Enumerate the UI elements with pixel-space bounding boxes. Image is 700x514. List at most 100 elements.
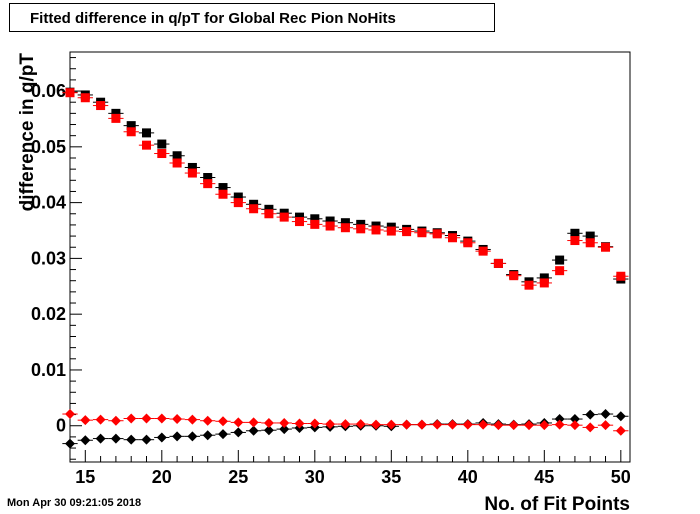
point-diamond xyxy=(309,418,320,429)
data-point xyxy=(261,209,277,219)
point-square xyxy=(142,128,152,138)
data-point xyxy=(567,420,583,431)
point-square xyxy=(601,242,611,252)
point-diamond xyxy=(202,430,213,441)
point-square xyxy=(310,214,320,224)
data-point xyxy=(383,419,399,430)
data-point xyxy=(215,416,231,427)
data-point xyxy=(460,238,476,248)
point-diamond xyxy=(126,434,137,445)
data-point xyxy=(154,139,170,149)
point-diamond xyxy=(279,417,290,428)
data-point xyxy=(414,419,430,430)
point-square xyxy=(585,238,595,248)
data-point xyxy=(245,417,262,428)
data-point xyxy=(506,271,522,281)
data-point xyxy=(184,168,201,178)
data-point xyxy=(245,425,262,436)
data-point xyxy=(597,420,614,431)
point-square xyxy=(356,224,366,234)
point-square xyxy=(340,218,350,228)
y-tick-label: 0.05 xyxy=(31,137,66,157)
point-square xyxy=(172,158,182,168)
data-point xyxy=(200,430,216,441)
data-point xyxy=(200,173,216,183)
point-diamond xyxy=(156,432,167,443)
point-square xyxy=(218,189,228,199)
point-square xyxy=(555,255,565,265)
point-diamond xyxy=(187,431,198,442)
point-diamond xyxy=(95,414,106,425)
chart-title: Fitted difference in q/pT for Global Rec… xyxy=(30,10,396,27)
point-square xyxy=(402,227,412,237)
point-square xyxy=(509,271,519,281)
data-point xyxy=(429,419,445,430)
data-point xyxy=(307,418,323,429)
x-tick-label: 50 xyxy=(611,467,631,487)
x-tick-label: 35 xyxy=(381,467,401,487)
y-tick-label: 0.03 xyxy=(31,248,66,268)
data-point xyxy=(184,431,201,442)
y-tick-label: 0.06 xyxy=(31,81,66,101)
data-point xyxy=(521,280,537,290)
data-point xyxy=(353,419,369,430)
x-tick-label: 40 xyxy=(458,467,478,487)
x-tick-label: 30 xyxy=(305,467,325,487)
point-square xyxy=(218,183,228,193)
data-point xyxy=(337,218,354,228)
point-square xyxy=(187,162,197,172)
point-diamond xyxy=(110,433,121,444)
point-diamond xyxy=(279,424,290,435)
data-point xyxy=(62,409,78,420)
data-point xyxy=(613,411,629,422)
data-point xyxy=(322,221,338,231)
point-diamond xyxy=(218,416,229,427)
point-square xyxy=(585,231,595,241)
point-diamond xyxy=(172,414,183,425)
data-point xyxy=(230,192,246,202)
data-point xyxy=(245,204,262,214)
point-diamond xyxy=(569,420,580,431)
data-point xyxy=(475,419,491,430)
point-diamond xyxy=(539,420,550,431)
point-square xyxy=(432,229,442,239)
point-diamond xyxy=(218,429,229,440)
data-point xyxy=(77,435,93,446)
data-point xyxy=(138,413,155,424)
point-diamond xyxy=(325,419,336,430)
point-square xyxy=(539,278,549,288)
point-square xyxy=(142,140,152,150)
data-point xyxy=(383,226,399,236)
data-point xyxy=(169,414,185,425)
point-diamond xyxy=(263,417,274,428)
y-tick-label: 0.01 xyxy=(31,360,66,380)
point-square xyxy=(417,228,427,238)
data-point xyxy=(92,414,109,425)
point-diamond xyxy=(65,438,75,449)
point-diamond xyxy=(585,422,596,433)
point-square xyxy=(555,266,565,276)
data-point xyxy=(551,419,568,430)
data-point xyxy=(92,101,109,111)
data-point xyxy=(414,228,430,238)
data-point xyxy=(597,242,614,252)
data-point xyxy=(368,419,384,430)
series-1 xyxy=(62,87,629,287)
data-point xyxy=(460,419,476,430)
point-square xyxy=(126,121,136,131)
point-diamond xyxy=(202,415,213,426)
data-point xyxy=(138,434,155,445)
data-point xyxy=(567,228,583,238)
point-diamond xyxy=(340,419,351,430)
point-diamond xyxy=(95,433,106,444)
data-point xyxy=(368,225,384,235)
point-square xyxy=(478,246,488,256)
data-point xyxy=(506,420,522,431)
point-diamond xyxy=(65,409,75,420)
data-point xyxy=(108,108,124,118)
data-point xyxy=(490,258,507,268)
x-tick-label: 25 xyxy=(228,467,248,487)
point-diamond xyxy=(294,418,305,429)
point-square xyxy=(249,204,259,214)
data-point xyxy=(169,151,185,161)
